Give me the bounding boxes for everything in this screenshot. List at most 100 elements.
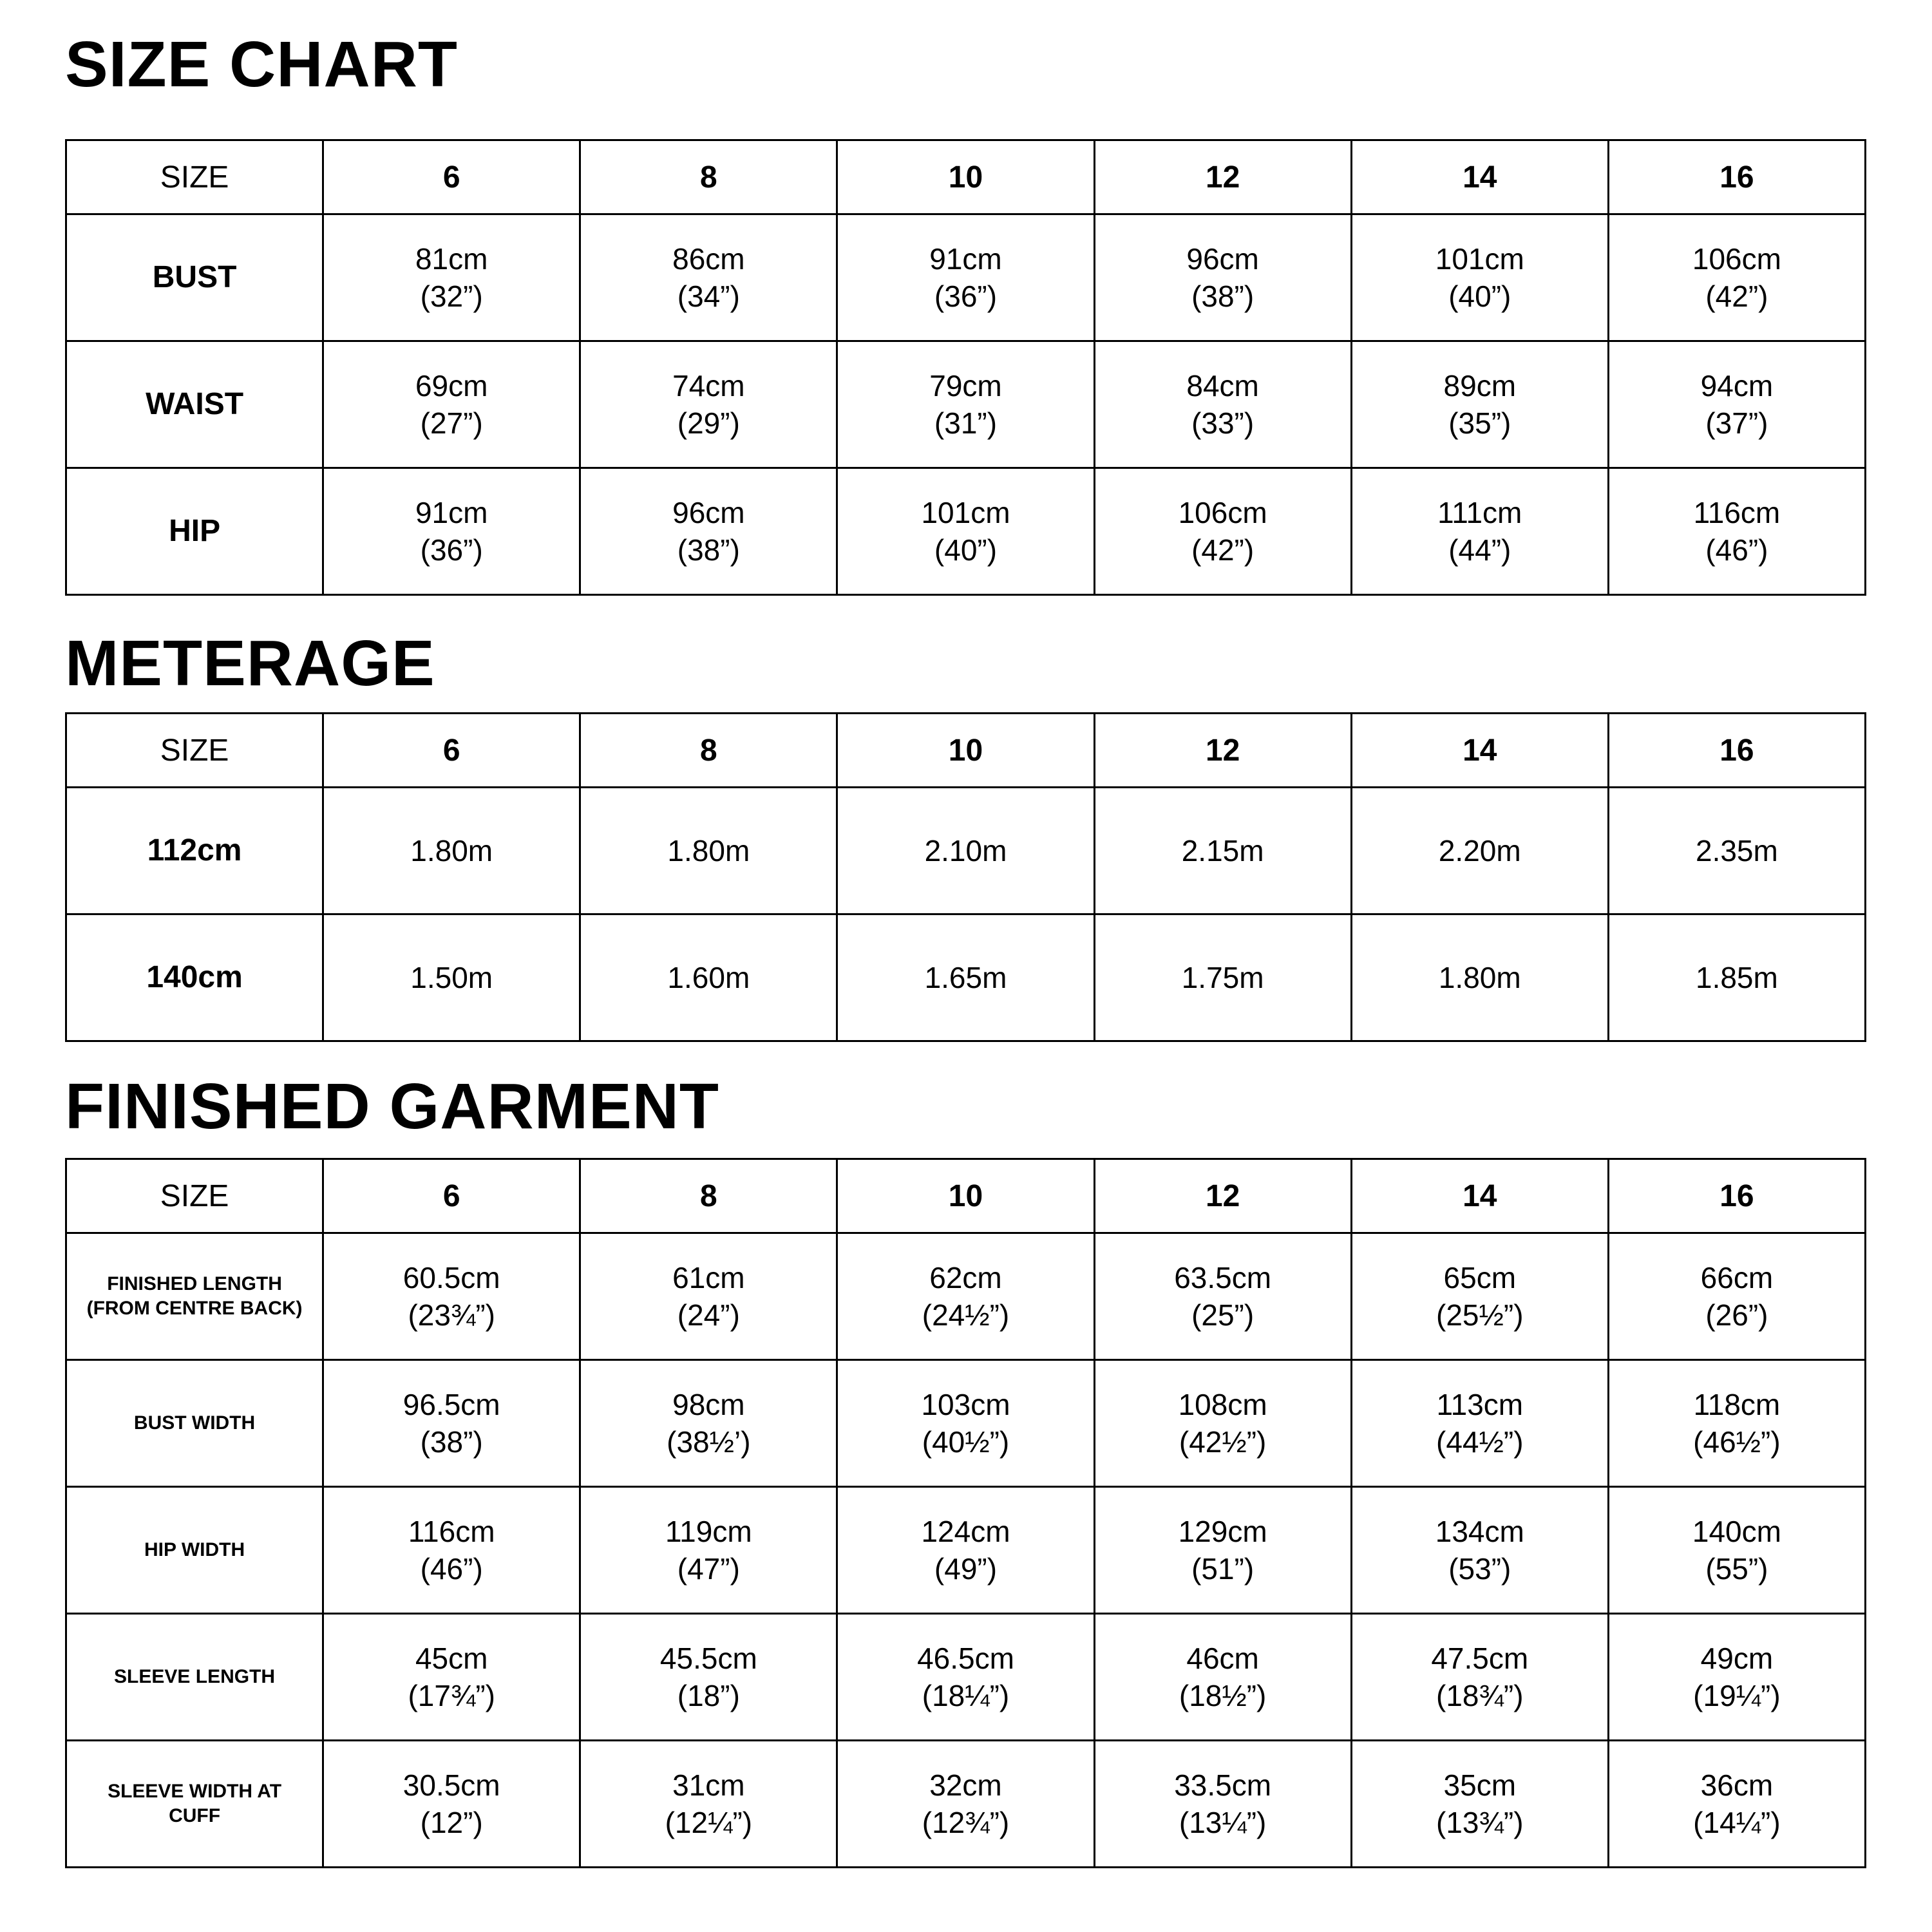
metric-value: 1.80m [1438, 961, 1521, 994]
table-row: 140cm 1.50m 1.60m 1.65m 1.75m 1.80m 1.85m [64, 913, 1867, 1042]
imperial-value: (42”) [1191, 533, 1255, 567]
metric-value: 113cm [1436, 1388, 1524, 1421]
imperial-value: (37”) [1705, 406, 1768, 440]
measurement-cell: 32cm (12¾”) [836, 1739, 1095, 1868]
measurement-cell: 106cm (42”) [1093, 467, 1352, 596]
imperial-value: (27”) [420, 406, 483, 440]
measurement-cell: 66cm (26”) [1607, 1232, 1867, 1361]
metric-value: 116cm [408, 1515, 495, 1548]
size-header: 14 [1350, 1158, 1609, 1234]
imperial-value: (38”) [677, 533, 740, 567]
measurement-cell: 106cm (42”) [1607, 213, 1867, 342]
row-label-line: 140cm [146, 960, 243, 994]
measurement-cell: 140cm (55”) [1607, 1486, 1867, 1615]
metric-value: 106cm [1178, 496, 1267, 529]
size-header: 6 [322, 712, 582, 788]
measurement-cell: 91cm (36”) [322, 467, 582, 596]
metric-value: 36cm [1700, 1768, 1774, 1802]
metric-value: 31cm [672, 1768, 745, 1802]
imperial-value: (40”) [934, 533, 998, 567]
measurement-cell: 1.50m [322, 913, 582, 1042]
metric-value: 86cm [672, 242, 745, 276]
imperial-value: (35”) [1448, 406, 1511, 440]
table-row: HIP 91cm (36”) 96cm (38”) 101cm (40”) 106cm (42”… [64, 467, 1867, 596]
table-row: BUST WIDTH 96.5cm (38”) 98cm (38½’) 103cm (40½… [64, 1359, 1867, 1488]
measurement-cell: 69cm (27”) [322, 340, 582, 469]
row-label: HIP [64, 467, 325, 596]
measurement-cell: 116cm (46”) [322, 1486, 582, 1615]
imperial-value: (25½”) [1436, 1298, 1524, 1332]
metric-value: 134cm [1435, 1515, 1524, 1548]
table-row: FINISHED LENGTH (FROM CENTRE BACK) 60.5cm (… [64, 1232, 1867, 1361]
header-label: SIZE [64, 712, 325, 788]
size-header: 6 [322, 1158, 582, 1234]
metric-value: 63.5cm [1174, 1261, 1272, 1294]
measurement-cell: 103cm (40½”) [836, 1359, 1095, 1488]
measurement-cell: 101cm (40”) [1350, 213, 1609, 342]
row-label: 112cm [64, 786, 325, 915]
imperial-value: (34”) [677, 279, 740, 313]
header-row: SIZE 6 8 10 12 14 16 [64, 712, 1867, 788]
finished-garment-table: SIZE 6 8 10 12 14 16 FINISHED LENGTH (FROM CENTR… [64, 1158, 1867, 1868]
row-label-line: HIP WIDTH [144, 1539, 245, 1560]
metric-value: 1.60m [667, 961, 750, 994]
metric-value: 81cm [415, 242, 488, 276]
metric-value: 45.5cm [659, 1642, 757, 1675]
header-label: SIZE [64, 1158, 325, 1234]
table-row: HIP WIDTH 116cm (46”) 119cm (47”) 124cm (49”) 1… [64, 1486, 1867, 1615]
measurement-cell: 96cm (38”) [1093, 213, 1352, 342]
table-row: WAIST 69cm (27”) 74cm (29”) 79cm (31”) 84cm (33”… [64, 340, 1867, 469]
imperial-value: (12¼”) [665, 1806, 753, 1839]
metric-value: 101cm [921, 496, 1010, 529]
table-row: BUST 81cm (32”) 86cm (34”) 91cm (36”) 96cm (38”)… [64, 213, 1867, 342]
measurement-cell: 49cm (19¼”) [1607, 1613, 1867, 1741]
measurement-cell: 1.80m [322, 786, 582, 915]
measurement-cell: 60.5cm (23¾”) [322, 1232, 582, 1361]
imperial-value: (36”) [420, 533, 483, 567]
header-row: SIZE 6 8 10 12 14 16 [64, 1158, 1867, 1234]
metric-value: 119cm [665, 1515, 752, 1548]
metric-value: 106cm [1692, 242, 1781, 276]
size-header: 16 [1607, 139, 1867, 215]
measurement-cell: 84cm (33”) [1093, 340, 1352, 469]
metric-value: 33.5cm [1174, 1768, 1272, 1802]
measurement-cell: 1.85m [1607, 913, 1867, 1042]
imperial-value: (46”) [1705, 533, 1768, 567]
measurement-cell: 81cm (32”) [322, 213, 582, 342]
imperial-value: (46”) [420, 1552, 483, 1586]
row-label-line: FINISHED LENGTH [107, 1273, 282, 1294]
metric-value: 2.20m [1438, 834, 1521, 867]
imperial-value: (12”) [420, 1806, 483, 1839]
row-label: BUST [64, 213, 325, 342]
measurement-cell: 30.5cm (12”) [322, 1739, 582, 1868]
measurement-cell: 118cm (46½”) [1607, 1359, 1867, 1488]
measurement-cell: 119cm (47”) [579, 1486, 838, 1615]
imperial-value: (18”) [677, 1679, 740, 1712]
metric-value: 1.75m [1181, 961, 1264, 994]
metric-value: 118cm [1693, 1388, 1781, 1421]
size-header: 10 [836, 1158, 1095, 1234]
size-header: 6 [322, 139, 582, 215]
metric-value: 32cm [929, 1768, 1002, 1802]
measurement-cell: 86cm (34”) [579, 213, 838, 342]
measurement-cell: 62cm (24½”) [836, 1232, 1095, 1361]
measurement-cell: 36cm (14¼”) [1607, 1739, 1867, 1868]
measurement-cell: 116cm (46”) [1607, 467, 1867, 596]
imperial-value: (13¾”) [1436, 1806, 1524, 1839]
metric-value: 62cm [929, 1261, 1002, 1294]
size-header: 10 [836, 712, 1095, 788]
row-label-line: WAIST [146, 387, 244, 421]
row-label-line: SLEEVE LENGTH [114, 1666, 276, 1687]
header-label: SIZE [64, 139, 325, 215]
imperial-value: (12¾”) [922, 1806, 1010, 1839]
metric-value: 91cm [415, 496, 488, 529]
measurement-cell: 1.80m [579, 786, 838, 915]
imperial-value: (53”) [1448, 1552, 1511, 1586]
metric-value: 1.85m [1695, 961, 1778, 994]
imperial-value: (18¼”) [922, 1679, 1010, 1712]
measurement-cell: 45cm (17¾”) [322, 1613, 582, 1741]
measurement-cell: 2.15m [1093, 786, 1352, 915]
metric-value: 103cm [921, 1388, 1010, 1421]
metric-value: 129cm [1178, 1515, 1267, 1548]
imperial-value: (19¼”) [1693, 1679, 1781, 1712]
